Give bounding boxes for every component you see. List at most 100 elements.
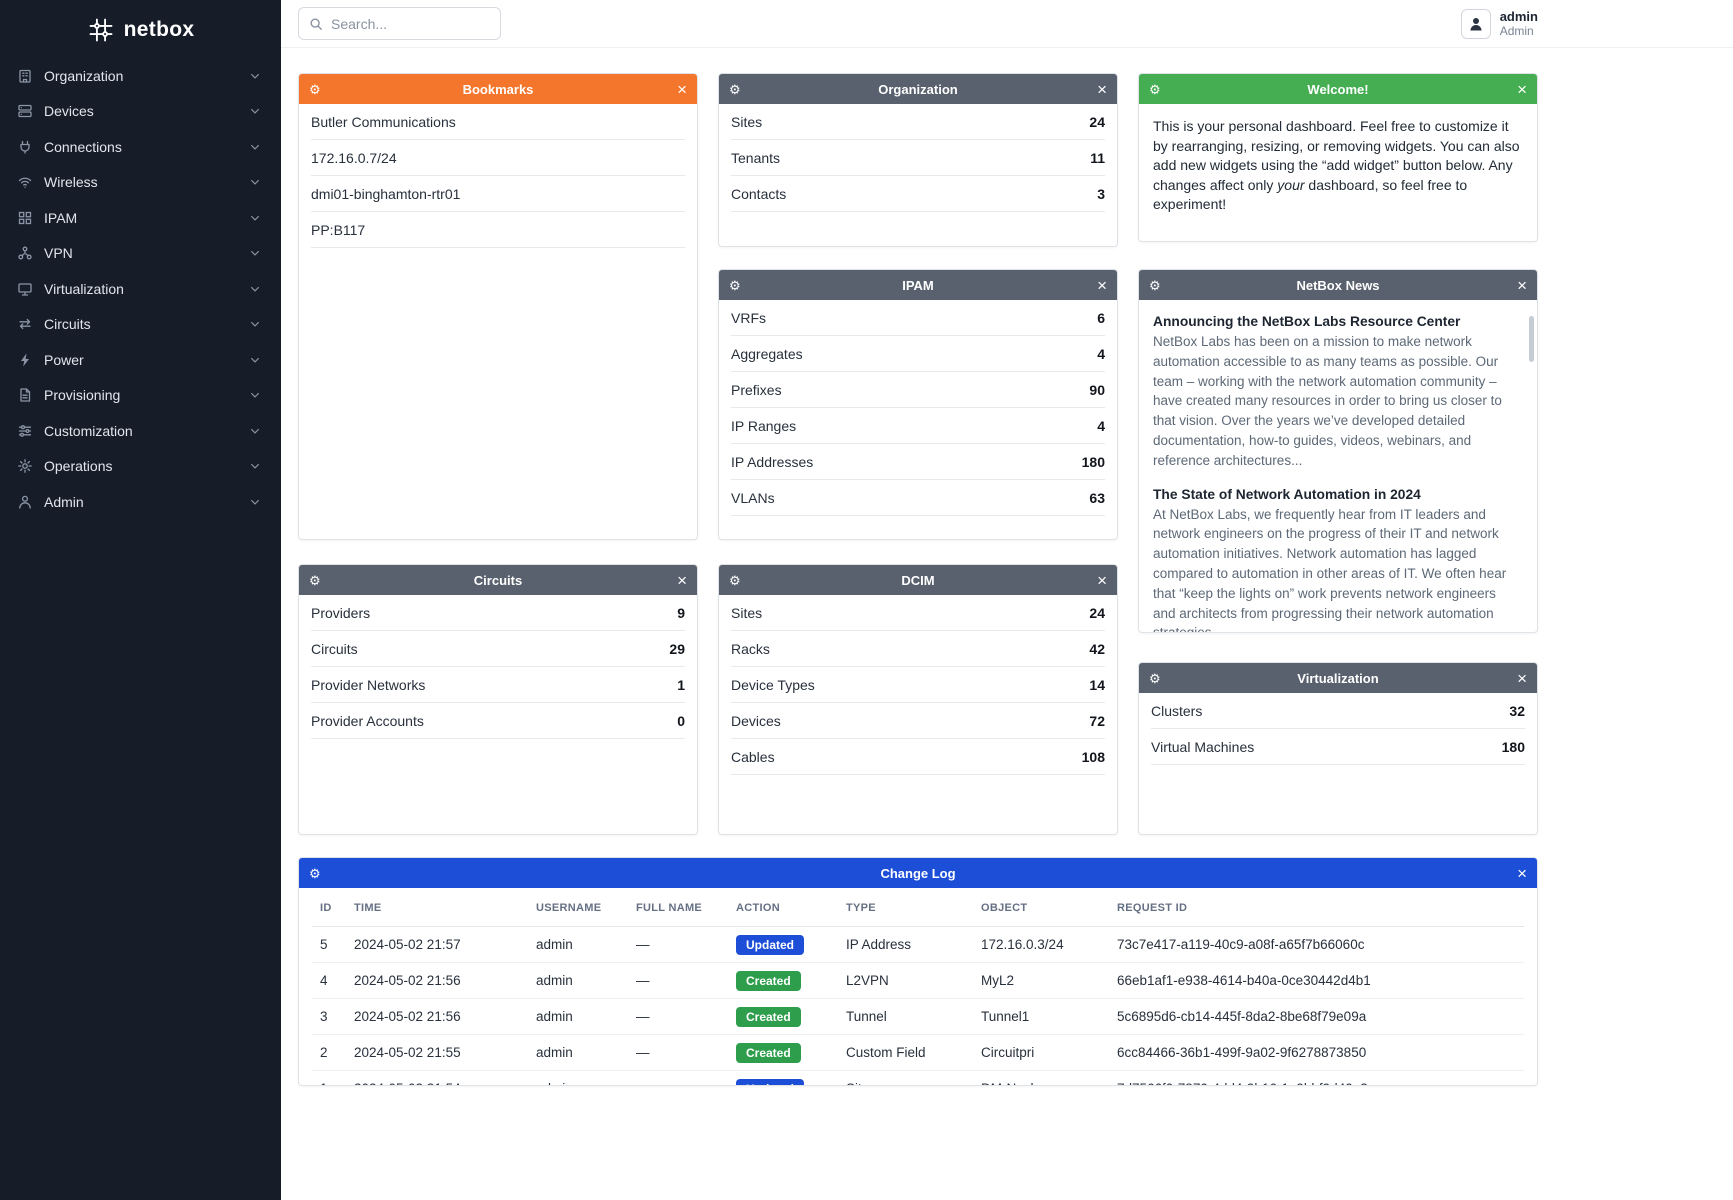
change-time-link[interactable]: 2024-05-02 21:54 [346,1070,528,1085]
change-id-link[interactable]: 5 [312,926,346,963]
stat-list: Clusters 32 Virtual Machines 180 [1139,693,1537,765]
widget-title: Welcome! [1307,81,1369,97]
request-id-link[interactable]: 7d7566f0-7870-4dd4-9b16-1a9bbf9d40e2 [1109,1070,1524,1085]
sidebar-item-provisioning[interactable]: Provisioning [0,378,281,414]
stat-row[interactable]: Tenants 11 [731,140,1105,176]
close-icon[interactable]: × [1097,570,1107,590]
stat-row[interactable]: VRFs 6 [731,300,1105,336]
change-id-link[interactable]: 3 [312,998,346,1035]
stat-value: 4 [1097,417,1105,434]
stat-row[interactable]: Sites 24 [731,104,1105,140]
stat-row[interactable]: Provider Networks 1 [311,667,685,703]
news-article-title[interactable]: The State of Network Automation in 2024 [1153,486,1421,502]
request-id-link[interactable]: 6cc84466-36b1-499f-9a02-9f6278873850 [1109,1034,1524,1071]
gear-icon[interactable]: ⚙ [309,572,321,588]
sidebar-item-circuits[interactable]: Circuits [0,307,281,343]
admin-icon [17,494,44,510]
stat-row[interactable]: Prefixes 90 [731,372,1105,408]
close-icon[interactable]: × [1517,275,1527,295]
change-time-link[interactable]: 2024-05-02 21:57 [346,926,528,963]
stat-row[interactable]: Virtual Machines 180 [1151,729,1525,765]
stat-value: 11 [1090,149,1105,166]
column-header: TYPE [838,888,973,927]
stat-row[interactable]: Provider Accounts 0 [311,703,685,739]
sidebar-item-wireless[interactable]: Wireless [0,165,281,201]
gear-icon[interactable]: ⚙ [729,572,741,588]
sidebar-item-connections[interactable]: Connections [0,129,281,165]
close-icon[interactable]: × [1517,79,1527,99]
column-header: REQUEST ID [1109,888,1524,927]
sidebar-item-organization[interactable]: Organization [0,58,281,94]
gear-icon[interactable]: ⚙ [309,81,321,97]
stat-row[interactable]: Aggregates 4 [731,336,1105,372]
gear-icon[interactable]: ⚙ [729,277,741,293]
scrollbar-thumb[interactable] [1529,316,1534,362]
change-object-link[interactable]: DM-Nashua [973,1070,1109,1085]
gear-icon[interactable]: ⚙ [1149,670,1161,686]
request-id-link[interactable]: 5c6895d6-cb14-445f-8da2-8be68f79e09a [1109,998,1524,1035]
change-time-link[interactable]: 2024-05-02 21:56 [346,998,528,1035]
close-icon[interactable]: × [1097,275,1107,295]
sidebar-item-ipam[interactable]: IPAM [0,200,281,236]
virtualization-widget-header: ⚙ Virtualization × [1139,663,1537,693]
gear-icon[interactable]: ⚙ [309,865,321,881]
search-input[interactable] [298,7,501,40]
stat-row[interactable]: Sites 24 [731,595,1105,631]
close-icon[interactable]: × [1517,863,1527,883]
gear-icon[interactable]: ⚙ [1149,277,1161,293]
changelog-row: 5 2024-05-02 21:57 admin — Updated IP Ad… [312,926,1524,963]
welcome-text: This is your personal dashboard. Feel fr… [1139,104,1537,228]
stat-row[interactable]: Racks 42 [731,631,1105,667]
gear-icon[interactable]: ⚙ [729,81,741,97]
stat-row[interactable]: Contacts 3 [731,176,1105,212]
bookmark-item[interactable]: dmi01-binghamton-rtr01 [311,176,685,212]
sidebar-item-admin[interactable]: Admin [0,484,281,520]
sidebar-item-devices[interactable]: Devices [0,94,281,130]
sidebar-item-vpn[interactable]: VPN [0,236,281,272]
request-id-link[interactable]: 73c7e417-a119-40c9-a08f-a65f7b66060c [1109,926,1524,963]
news-widget: ⚙ NetBox News × Announcing the NetBox La… [1138,269,1538,633]
change-object-link[interactable]: MyL2 [973,962,1109,999]
stat-row[interactable]: Circuits 29 [311,631,685,667]
news-article-title[interactable]: Announcing the NetBox Labs Resource Cent… [1153,314,1461,329]
bookmark-item[interactable]: PP:B117 [311,212,685,248]
close-icon[interactable]: × [677,79,687,99]
widget-title: Bookmarks [462,81,534,97]
change-id-link[interactable]: 4 [312,962,346,999]
change-object-link[interactable]: Tunnel1 [973,998,1109,1035]
bookmark-item[interactable]: Butler Communications [311,104,685,140]
stat-row[interactable]: Devices 72 [731,703,1105,739]
stat-label: VRFs [731,309,766,326]
change-time-link[interactable]: 2024-05-02 21:55 [346,1034,528,1071]
close-icon[interactable]: × [1517,668,1527,688]
sidebar-item-power[interactable]: Power [0,342,281,378]
bookmark-item[interactable]: 172.16.0.7/24 [311,140,685,176]
sidebar-item-operations[interactable]: Operations [0,449,281,485]
change-object-link[interactable]: 172.16.0.3/24 [973,926,1109,963]
search-field[interactable] [331,15,490,32]
change-object-link[interactable]: Circuitpri [973,1034,1109,1071]
change-id-link[interactable]: 2 [312,1034,346,1071]
changelog-header-row: ID TIME USERNAME FULL NAME ACTION TYPE OBJECT R… [312,888,1524,927]
gear-icon[interactable]: ⚙ [1149,81,1161,97]
close-icon[interactable]: × [677,570,687,590]
sidebar-item-virtualization[interactable]: Virtualization [0,271,281,307]
stat-row[interactable]: IP Addresses 180 [731,444,1105,480]
request-id-link[interactable]: 66eb1af1-e938-4614-b40a-0ce30442d4b1 [1109,962,1524,999]
stat-row[interactable]: Providers 9 [311,595,685,631]
change-id-link[interactable]: 1 [312,1070,346,1085]
netbox-logo[interactable]: netbox [0,0,281,52]
user-menu[interactable]: admin Admin [1460,8,1538,39]
bookmark-label: Butler Communications [311,113,456,130]
stat-row[interactable]: VLANs 63 [731,480,1105,516]
sidebar-item-customization[interactable]: Customization [0,413,281,449]
close-icon[interactable]: × [1097,79,1107,99]
dcim-widget: ⚙ DCIM × Sites 24 Racks 42 [718,564,1118,835]
ipam-icon [17,210,44,226]
stat-label: Clusters [1151,702,1203,719]
change-time-link[interactable]: 2024-05-02 21:56 [346,962,528,999]
stat-row[interactable]: Cables 108 [731,739,1105,775]
stat-row[interactable]: IP Ranges 4 [731,408,1105,444]
stat-row[interactable]: Device Types 14 [731,667,1105,703]
stat-row[interactable]: Clusters 32 [1151,693,1525,729]
